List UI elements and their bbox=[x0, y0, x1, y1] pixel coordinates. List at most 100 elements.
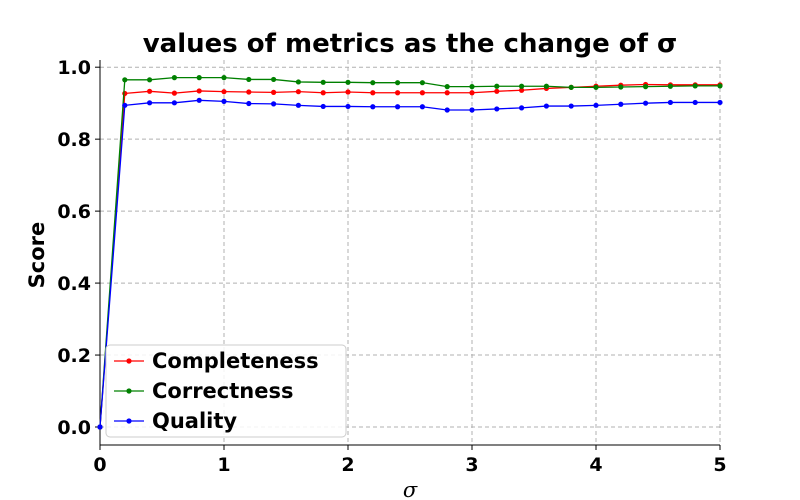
data-point-quality bbox=[618, 101, 624, 107]
data-point-quality bbox=[370, 104, 376, 110]
data-point-quality bbox=[543, 103, 550, 109]
data-point-quality bbox=[246, 100, 252, 107]
legend-marker-correctness bbox=[126, 388, 132, 394]
data-point-correctness bbox=[122, 77, 128, 83]
data-point-completeness bbox=[246, 89, 252, 95]
legend-label-correctness: Correctness bbox=[152, 379, 293, 403]
data-point-completeness bbox=[171, 90, 177, 96]
data-point-quality bbox=[97, 424, 103, 430]
series-quality bbox=[97, 97, 723, 430]
legend-box bbox=[105, 344, 347, 438]
y-axis-label: Score bbox=[25, 222, 49, 289]
data-point-completeness bbox=[271, 89, 277, 95]
x-tick-label: 4 bbox=[589, 454, 602, 476]
data-point-correctness bbox=[395, 80, 401, 86]
data-point-quality bbox=[419, 104, 425, 110]
data-point-completeness bbox=[221, 89, 227, 95]
x-tick-label: 1 bbox=[217, 454, 230, 476]
data-point-quality bbox=[171, 100, 177, 106]
grid bbox=[100, 60, 721, 445]
data-point-completeness bbox=[122, 90, 128, 97]
legend-marker-quality bbox=[126, 418, 132, 424]
legend-marker-completeness bbox=[126, 358, 132, 364]
data-point-correctness bbox=[419, 80, 425, 86]
data-point-completeness bbox=[519, 87, 525, 93]
data-point-quality bbox=[221, 98, 227, 104]
data-point-quality bbox=[692, 99, 698, 106]
data-point-correctness bbox=[593, 84, 599, 90]
data-point-quality bbox=[320, 103, 326, 110]
chart-title: values of metrics as the change of σ bbox=[143, 29, 678, 59]
data-point-quality bbox=[444, 107, 450, 113]
data-point-quality bbox=[196, 97, 202, 103]
x-tick-label: 2 bbox=[341, 454, 354, 476]
data-point-quality bbox=[643, 100, 649, 106]
data-point-completeness bbox=[444, 90, 450, 96]
data-point-quality bbox=[593, 102, 599, 108]
data-point-correctness bbox=[246, 76, 252, 83]
data-point-quality bbox=[122, 102, 128, 108]
series-line-quality bbox=[99, 99, 720, 428]
data-point-quality bbox=[271, 101, 277, 107]
data-point-quality bbox=[469, 107, 475, 113]
data-point-correctness bbox=[370, 80, 376, 86]
data-point-correctness bbox=[618, 84, 624, 90]
y-tick-label: 0.6 bbox=[57, 201, 91, 223]
legend-label-completeness: Completeness bbox=[152, 349, 319, 373]
series-line-correctness bbox=[99, 76, 720, 428]
data-point-correctness bbox=[271, 76, 277, 83]
data-point-correctness bbox=[692, 83, 698, 89]
data-point-quality bbox=[345, 103, 351, 110]
data-point-correctness bbox=[643, 84, 649, 90]
series-line-completeness bbox=[99, 83, 720, 428]
series-correctness bbox=[97, 75, 723, 430]
data-point-quality bbox=[568, 103, 574, 109]
data-point-completeness bbox=[469, 90, 475, 96]
data-point-correctness bbox=[667, 83, 674, 89]
data-point-correctness bbox=[519, 83, 525, 89]
data-point-quality bbox=[295, 102, 301, 108]
data-point-correctness bbox=[171, 75, 177, 81]
data-point-completeness bbox=[370, 90, 376, 96]
series-lines bbox=[97, 75, 723, 430]
y-tick-label: 0.8 bbox=[57, 129, 91, 151]
legend: Completeness Correctness Quality bbox=[105, 344, 347, 438]
y-tick-label: 1.0 bbox=[57, 57, 91, 79]
data-point-correctness bbox=[543, 83, 550, 89]
x-axis-label: σ bbox=[403, 478, 418, 500]
data-point-correctness bbox=[717, 83, 723, 89]
data-point-correctness bbox=[345, 79, 351, 85]
data-point-correctness bbox=[494, 83, 500, 89]
data-point-correctness bbox=[196, 75, 202, 81]
data-point-quality bbox=[147, 100, 153, 106]
data-point-quality bbox=[519, 105, 525, 111]
tick-labels: 0 1 2 3 4 5 0.0 0.2 0.4 0.6 0.8 1.0 bbox=[57, 57, 726, 476]
data-point-completeness bbox=[320, 90, 326, 96]
data-point-completeness bbox=[196, 88, 202, 94]
data-point-correctness bbox=[221, 75, 227, 81]
data-point-quality bbox=[494, 106, 500, 112]
x-tick-label: 3 bbox=[465, 454, 478, 476]
data-point-correctness bbox=[147, 77, 153, 83]
data-point-completeness bbox=[295, 89, 301, 95]
data-point-correctness bbox=[469, 84, 475, 90]
data-point-completeness bbox=[494, 88, 500, 94]
y-tick-label: 0.0 bbox=[57, 417, 91, 439]
data-point-correctness bbox=[444, 84, 450, 90]
data-point-correctness bbox=[295, 79, 301, 85]
x-tick-label: 0 bbox=[93, 454, 106, 476]
x-tick-label: 5 bbox=[713, 454, 726, 476]
data-point-quality bbox=[717, 99, 723, 106]
data-point-correctness bbox=[568, 84, 574, 90]
y-tick-label: 0.2 bbox=[57, 345, 91, 367]
data-point-quality bbox=[667, 99, 674, 106]
data-point-quality bbox=[395, 104, 401, 110]
data-point-completeness bbox=[345, 89, 351, 95]
data-point-completeness bbox=[419, 90, 425, 96]
legend-label-quality: Quality bbox=[152, 409, 237, 433]
data-point-completeness bbox=[147, 88, 153, 94]
y-tick-label: 0.4 bbox=[57, 273, 91, 295]
data-point-completeness bbox=[395, 90, 401, 96]
